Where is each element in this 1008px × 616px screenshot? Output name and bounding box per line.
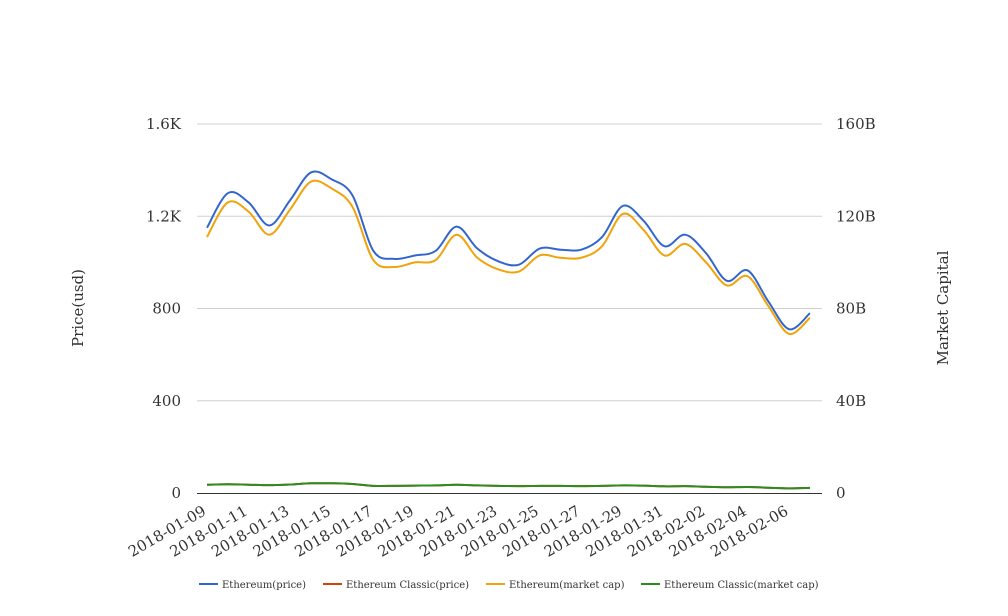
y-axis-right-title: Market Capital: [934, 250, 952, 365]
gridlines: [197, 123, 822, 402]
series-line-ethereum-price: [206, 170, 811, 331]
legend-label-ethereum-price[interactable]: Ethereum(price): [222, 580, 306, 591]
y-axis-left-title: Price(usd): [69, 269, 87, 347]
y2-tick-label: 80B: [836, 300, 866, 318]
series-lines: [206, 170, 811, 490]
y2-tick-label: 160B: [836, 115, 876, 133]
y-axis-right-ticks: 0 40B 80B 120B 160B: [836, 115, 876, 502]
legend: Ethereum(price) Ethereum Classic(price) Et…: [199, 580, 819, 591]
y-tick-label: 800: [152, 300, 181, 318]
legend-label-ethereum-classic-market-cap[interactable]: Ethereum Classic(market cap): [664, 580, 819, 591]
series-line-ethereum-market-cap: [206, 179, 811, 335]
y-tick-label: 400: [152, 392, 181, 410]
series-line-ethereum-classic-market-cap: [206, 482, 811, 490]
legend-label-ethereum-market-cap[interactable]: Ethereum(market cap): [509, 580, 625, 591]
y-tick-label: 1.2K: [146, 207, 182, 225]
y-tick-label: 0: [171, 484, 181, 502]
y2-tick-label: 0: [836, 484, 846, 502]
y-tick-label: 1.6K: [146, 115, 182, 133]
y2-tick-label: 120B: [836, 207, 876, 225]
y2-tick-label: 40B: [836, 392, 866, 410]
legend-label-ethereum-classic-price[interactable]: Ethereum Classic(price): [346, 580, 469, 591]
y-axis-left-ticks: 0 400 800 1.2K 1.6K: [146, 115, 182, 502]
x-axis-ticks: 2018-01-092018-01-112018-01-132018-01-15…: [125, 502, 791, 561]
